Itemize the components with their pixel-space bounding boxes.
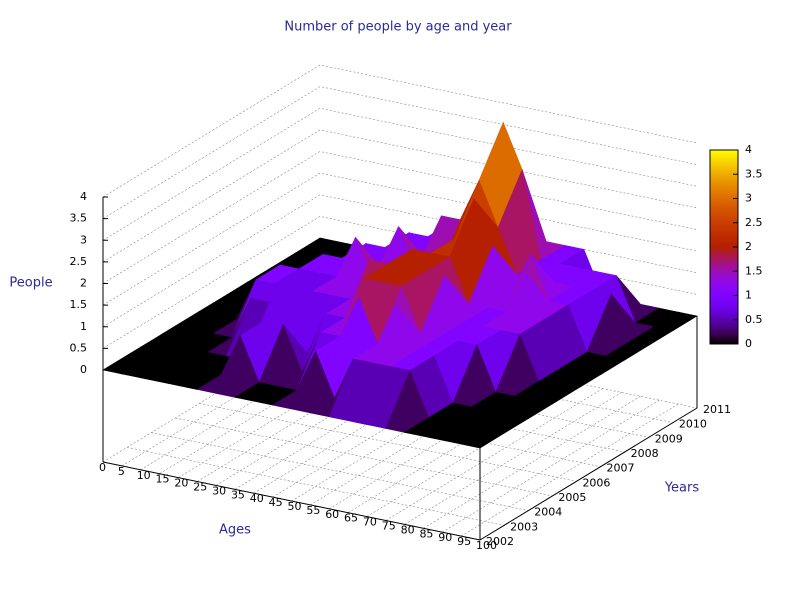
y-tick-label: 2007 — [607, 462, 635, 475]
colorbar-tick-label: 3.5 — [745, 167, 763, 180]
colorbar-tick-label: 0.5 — [745, 313, 763, 326]
y-axis-label: Years — [664, 481, 700, 496]
x-tick-label: 85 — [419, 527, 433, 540]
x-tick-label: 55 — [306, 504, 320, 517]
x-tick-label: 45 — [269, 496, 283, 509]
z-tick-label: 1 — [80, 320, 87, 333]
colorbar-tick-label: 4 — [745, 143, 752, 156]
y-tick-label: 2008 — [631, 447, 659, 460]
x-tick-label: 0 — [99, 461, 106, 474]
x-tick-label: 50 — [288, 500, 302, 513]
grid-line — [127, 447, 505, 526]
axis-line — [102, 461, 481, 541]
x-tick-label: 70 — [363, 516, 377, 529]
grid-line — [102, 172, 698, 306]
x-axis-label: Ages — [219, 523, 251, 538]
z-tick-label: 4 — [80, 190, 87, 203]
z-tick-label: 2.5 — [70, 255, 88, 268]
grid-line — [151, 432, 529, 511]
axis-line — [479, 407, 698, 541]
grid-line — [175, 417, 553, 497]
grid-line — [102, 216, 698, 349]
y-tick-label: 2004 — [534, 506, 562, 519]
z-tick-label: 3 — [80, 233, 87, 246]
grid-line — [102, 64, 698, 198]
colorbar-tick-label: 0 — [745, 337, 752, 350]
y-tick-label: 2005 — [558, 491, 586, 504]
colorbar-tick-label: 3 — [745, 192, 752, 205]
z-tick-label: 1.5 — [70, 298, 88, 311]
x-tick-label: 95 — [457, 535, 471, 548]
colorbar-tick-label: 1.5 — [745, 264, 763, 277]
z-tick-label: 0.5 — [70, 341, 88, 354]
colorbar-tick-label: 1 — [745, 289, 752, 302]
grid-line — [102, 86, 698, 219]
x-tick-label: 90 — [438, 531, 452, 544]
colorbar-tick-label: 2.5 — [745, 216, 763, 229]
z-tick-label: 0 — [80, 363, 87, 376]
x-tick-label: 75 — [382, 520, 396, 533]
y-tick-label: 2006 — [582, 476, 610, 489]
x-tick-label: 60 — [325, 508, 339, 521]
grid-line — [199, 403, 577, 482]
y-tick-label: 2003 — [510, 520, 538, 533]
x-tick-label: 20 — [174, 477, 188, 490]
x-tick-label: 35 — [231, 488, 245, 501]
x-tick-label: 80 — [401, 523, 415, 536]
grid-line — [102, 151, 698, 284]
grid-line — [102, 194, 698, 328]
x-tick-label: 10 — [137, 469, 151, 482]
y-tick-label: 2010 — [679, 418, 707, 431]
y-tick-label: 2011 — [703, 403, 731, 416]
y-tick-label: 2009 — [655, 432, 683, 445]
x-tick-label: 15 — [156, 473, 170, 486]
z-axis-label: People — [9, 276, 52, 291]
x-tick-label: 40 — [250, 492, 264, 505]
x-tick-label: 5 — [118, 465, 125, 478]
x-tick-label: 30 — [212, 484, 226, 497]
colorbar-tick-label: 2 — [745, 240, 752, 253]
x-tick-label: 65 — [344, 512, 358, 525]
x-tick-label: 25 — [193, 481, 207, 494]
x-tick-label: 100 — [476, 539, 497, 552]
z-tick-label: 2 — [80, 277, 87, 290]
grid-line — [102, 107, 698, 241]
z-tick-label: 3.5 — [70, 212, 88, 225]
y-tick-label: 2002 — [486, 535, 514, 548]
chart-title: Number of people by age and year — [284, 20, 512, 35]
grid-line — [102, 129, 698, 263]
surface-cell — [460, 429, 505, 449]
